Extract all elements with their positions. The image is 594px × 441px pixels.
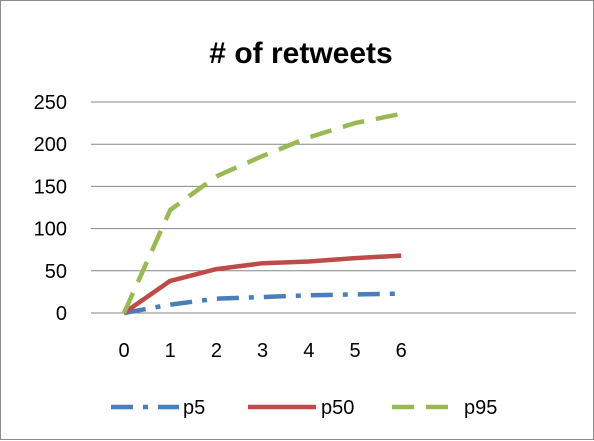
y-tick-label: 100 [34, 219, 67, 241]
legend-label-p50: p50 [321, 397, 354, 419]
x-tick-label: 0 [118, 340, 129, 362]
gridlines [91, 101, 576, 314]
series-lines [121, 111, 402, 316]
y-axis-ticks: 0 50 100 150 200 250 [34, 92, 67, 325]
legend-item-p95: p95 [392, 397, 497, 419]
chart-title: # of retweets [209, 37, 392, 70]
y-tick-label: 150 [34, 176, 67, 198]
series-line-p50 [122, 253, 402, 315]
x-tick-label: 5 [349, 340, 360, 362]
y-tick-label: 50 [45, 261, 67, 283]
legend-label-p95: p95 [464, 397, 497, 419]
x-tick-label: 3 [257, 340, 268, 362]
series-line-p95 [121, 111, 402, 314]
x-tick-label: 6 [396, 340, 407, 362]
x-tick-label: 2 [211, 340, 222, 362]
legend-item-p50: p50 [248, 397, 354, 419]
legend-label-p5: p5 [183, 397, 205, 419]
legend: p5 p50 p95 [111, 397, 497, 419]
y-tick-label: 200 [34, 134, 67, 156]
y-tick-label: 250 [34, 92, 67, 114]
series-line-p5 [123, 291, 402, 316]
y-tick-label: 0 [56, 303, 67, 325]
x-tick-label: 4 [303, 340, 314, 362]
x-tick-label: 1 [165, 340, 176, 362]
legend-item-p5: p5 [111, 397, 205, 419]
x-axis-ticks: 0 1 2 3 4 5 6 [118, 340, 406, 362]
